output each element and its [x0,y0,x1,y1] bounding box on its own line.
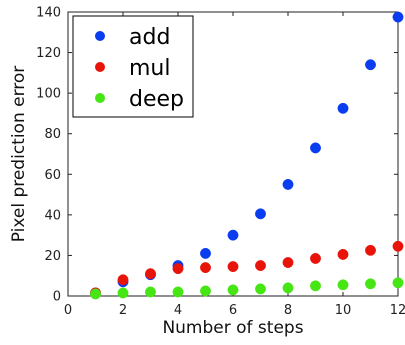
data-point-deep [227,284,239,296]
y-tick-label: 60 [44,168,61,183]
legend-label-mul: mul [129,56,171,81]
y-tick-label: 120 [36,46,61,61]
legend-box [72,15,194,118]
data-point-deep [282,282,294,294]
legend-label-deep: deep [129,87,184,112]
y-tick-label: 100 [36,87,61,102]
legend-marker-deep [95,93,105,103]
x-tick-label: 4 [174,303,182,318]
x-axis-label: Number of steps [162,318,303,338]
y-tick-label: 0 [53,290,61,305]
legend-marker-mul [95,62,105,72]
y-axis-label: Pixel prediction error [9,66,29,243]
data-point-mul [145,268,156,280]
data-point-add [227,229,239,241]
legend: add mul deep [72,15,194,118]
data-points [90,11,404,300]
data-point-add [282,178,294,190]
data-point-add [392,11,404,23]
data-point-deep [392,277,404,289]
x-tick-label: 12 [390,303,405,318]
data-point-mul [365,244,376,256]
legend-marker-add [95,31,105,41]
data-point-deep [117,287,129,299]
data-point-deep [90,288,101,300]
data-point-mul [117,274,129,286]
data-point-mul [200,262,211,274]
data-point-deep [172,286,184,298]
data-point-deep [365,278,376,290]
y-tick-label: 140 [36,6,61,21]
x-tick-label: 0 [64,303,72,318]
x-tick-label: 2 [119,303,127,318]
data-point-deep [337,279,349,291]
x-tick-label: 8 [284,303,292,318]
data-point-deep [255,283,266,295]
data-point-mul [255,260,266,272]
data-point-add [365,59,376,71]
data-point-mul [227,261,239,273]
data-point-mul [337,248,349,260]
y-tick-label: 20 [44,249,61,264]
y-tick-label: 80 [44,127,61,142]
legend-label-add: add [129,25,170,50]
data-point-mul [310,253,321,264]
x-tick-label: 6 [229,303,237,318]
data-point-deep [145,286,156,298]
y-tick-label: 40 [44,208,61,223]
data-point-mul [282,257,294,268]
data-point-deep [200,285,211,297]
data-point-add [337,102,349,114]
data-point-deep [310,280,321,292]
data-point-mul [392,240,404,252]
data-point-add [310,142,321,154]
data-point-add [255,208,266,220]
x-tick-label: 10 [335,303,352,318]
data-point-add [200,247,211,259]
data-point-mul [172,263,184,275]
